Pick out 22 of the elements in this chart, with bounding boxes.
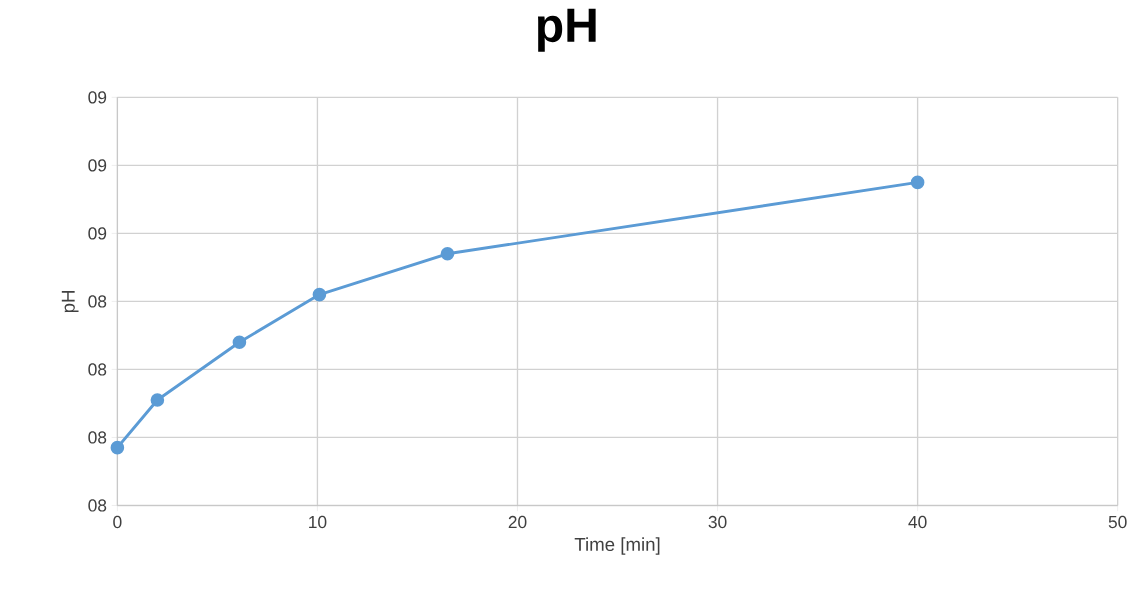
x-tick-label: 30: [708, 516, 727, 529]
point: [910, 175, 925, 190]
y-tick-label: 09: [88, 159, 107, 172]
x-tick-label: 40: [908, 516, 927, 529]
y-tick-label: 08: [88, 431, 107, 444]
y-tick-label: 09: [88, 91, 107, 104]
y-axis-title: pH: [61, 291, 79, 313]
chart-title: pH: [538, 8, 596, 52]
point: [312, 288, 327, 302]
point: [232, 335, 247, 350]
y-tick-label: 08: [88, 295, 107, 308]
point: [440, 247, 455, 261]
point: [110, 441, 125, 455]
x-tick-label: 0: [113, 516, 122, 529]
y-tick-label: 09: [88, 227, 107, 240]
x-tick-label: 10: [309, 516, 327, 529]
y-tick-label: 08: [88, 499, 107, 512]
x-axis-title: Time [min]: [574, 537, 660, 555]
x-tick-label: 20: [508, 516, 527, 529]
x-tick-label: 50: [1108, 516, 1127, 529]
y-tick-label: 08: [88, 363, 107, 376]
point: [150, 393, 165, 408]
